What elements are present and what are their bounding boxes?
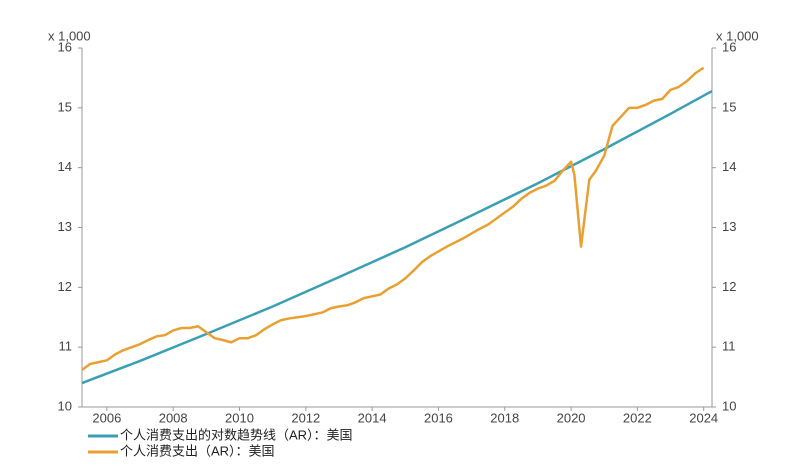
x-tick-label: 2014 (358, 410, 387, 425)
y2-tick-label: 10 (722, 398, 736, 413)
y-tick-label: 13 (58, 219, 72, 234)
legend-label: 个人消费支出（AR）：美国 (120, 443, 275, 458)
y-tick-label: 16 (58, 39, 72, 54)
x-tick-label: 2008 (159, 410, 188, 425)
y-tick-label: 12 (58, 279, 72, 294)
y2-tick-label: 11 (722, 339, 736, 354)
y2-tick-label: 13 (722, 219, 736, 234)
x-tick-label: 2006 (92, 410, 121, 425)
x-tick-label: 2010 (225, 410, 254, 425)
data-line (81, 89, 713, 385)
y2-tick-label: 15 (722, 99, 736, 114)
y2-tick-label: 14 (722, 159, 736, 174)
legend-label: 个人消费支出的对数趋势线（AR）：美国 (120, 427, 353, 442)
y2-axis-unit: x 1,000 (716, 28, 759, 43)
x-tick-label: 2016 (424, 410, 453, 425)
x-tick-label: 2020 (557, 410, 586, 425)
x-tick-label: 2024 (689, 410, 718, 425)
y-tick-label: 15 (58, 99, 72, 114)
y-axis-unit: x 1,000 (48, 28, 91, 43)
x-tick-label: 2012 (291, 410, 320, 425)
data-line (81, 66, 705, 371)
y-tick-label: 10 (58, 398, 72, 413)
y2-tick-label: 16 (722, 39, 736, 54)
x-tick-label: 2022 (623, 410, 652, 425)
x-tick-label: 2018 (490, 410, 519, 425)
y2-tick-label: 12 (722, 279, 736, 294)
y-tick-label: 14 (58, 159, 72, 174)
y-tick-label: 11 (59, 339, 73, 354)
